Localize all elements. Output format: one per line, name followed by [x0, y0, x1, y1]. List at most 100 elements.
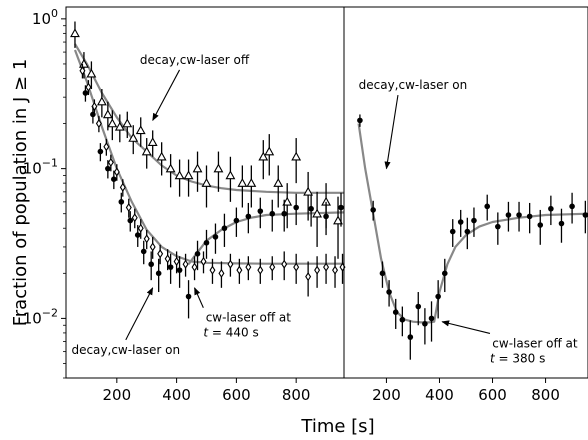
data-point [227, 259, 234, 269]
data-point [212, 234, 219, 240]
data-point [167, 264, 174, 270]
data-point [233, 217, 240, 224]
annotation-text: cw-laser off at [206, 311, 292, 325]
data-point [182, 259, 189, 269]
annotation-text: cw-laser off at [492, 336, 578, 350]
data-point [135, 125, 146, 135]
data-point [293, 262, 300, 272]
data-point [370, 207, 376, 213]
y-tick-label: 10−2 [23, 306, 58, 327]
data-point [103, 142, 110, 152]
data-point [308, 205, 314, 212]
data-point [213, 163, 224, 173]
data-point [457, 219, 464, 225]
data-point [449, 228, 456, 235]
data-point [203, 239, 210, 246]
x-axis-label: Time [s] [300, 416, 374, 437]
data-point [192, 163, 203, 173]
data-point [105, 165, 111, 172]
data-point [200, 256, 207, 267]
data-point [392, 309, 399, 316]
annotation-text: t = 380 s [490, 351, 545, 365]
data-point [143, 234, 150, 244]
x-tick-label: 200 [102, 386, 131, 404]
data-point [86, 68, 97, 78]
data-point [90, 111, 96, 118]
x-tick-label: 200 [372, 386, 401, 404]
plot-area: 200 400 600 800 decay,cw-laser off decay,cw-l… [65, 6, 588, 404]
data-point [122, 118, 133, 128]
annotation-arrow [125, 287, 154, 341]
y-axis-label: Fraction of population in J ≥ 1 [10, 59, 31, 327]
data-point [173, 256, 180, 267]
data-point [85, 82, 92, 92]
data-point [245, 213, 252, 220]
fit-curve [187, 211, 345, 265]
data-point [221, 225, 228, 232]
y-tick-label: 10−1 [23, 157, 58, 178]
annotation-arrow [194, 287, 204, 308]
data-point [164, 254, 171, 264]
data-point [218, 268, 225, 278]
data-point [516, 212, 522, 218]
data-point [107, 157, 114, 168]
data-point [386, 289, 392, 295]
data-point [148, 261, 154, 268]
data-point [422, 321, 428, 327]
data-point [269, 210, 276, 217]
data-point [165, 163, 176, 173]
data-point [113, 167, 120, 177]
data-point [147, 137, 158, 147]
data-point [70, 28, 80, 38]
x-tick-label: 400 [162, 386, 191, 404]
data-point [293, 204, 299, 211]
annotation-arrow [152, 69, 181, 122]
data-point [558, 220, 565, 227]
data-point [379, 270, 386, 277]
data-point [131, 213, 138, 223]
data-point [281, 259, 288, 269]
data-point [97, 148, 104, 155]
data-point [484, 203, 491, 210]
data-point [141, 146, 152, 156]
data-point [246, 178, 257, 187]
fit-curve [74, 43, 344, 194]
data-point [201, 178, 212, 187]
data-point [258, 151, 269, 161]
annotation-text: t = 440 s [203, 326, 258, 340]
data-point [118, 199, 125, 205]
data-point [303, 186, 314, 196]
data-point [185, 293, 192, 300]
data-point [323, 262, 330, 272]
data-point [281, 210, 288, 217]
data-point [269, 262, 276, 272]
data-point [82, 90, 89, 96]
data-point [495, 223, 501, 230]
annotation-text: decay,cw-laser off [140, 53, 250, 67]
data-point [435, 293, 441, 300]
data-point [569, 203, 575, 210]
data-point [128, 132, 139, 142]
data-point [91, 101, 98, 112]
data-point [273, 178, 284, 187]
data-point [134, 232, 141, 238]
data-point [96, 96, 107, 106]
data-point [79, 66, 86, 76]
y-tick-label: 100 [32, 7, 58, 28]
data-point [399, 316, 406, 323]
data-point [119, 182, 126, 192]
data-point [464, 228, 471, 235]
data-point [156, 151, 167, 161]
data-point [407, 334, 414, 340]
data-point [291, 151, 302, 161]
data-point [537, 222, 544, 228]
x-tick-label: 800 [282, 386, 311, 404]
data-point [209, 265, 216, 275]
data-point [257, 265, 264, 275]
annotation-text: decay,cw-laser on [71, 343, 180, 357]
data-point [548, 205, 554, 212]
annotation-text: decay,cw-laser on [359, 78, 468, 92]
data-point [282, 196, 293, 206]
data-point [333, 215, 343, 225]
data-point [183, 170, 194, 180]
